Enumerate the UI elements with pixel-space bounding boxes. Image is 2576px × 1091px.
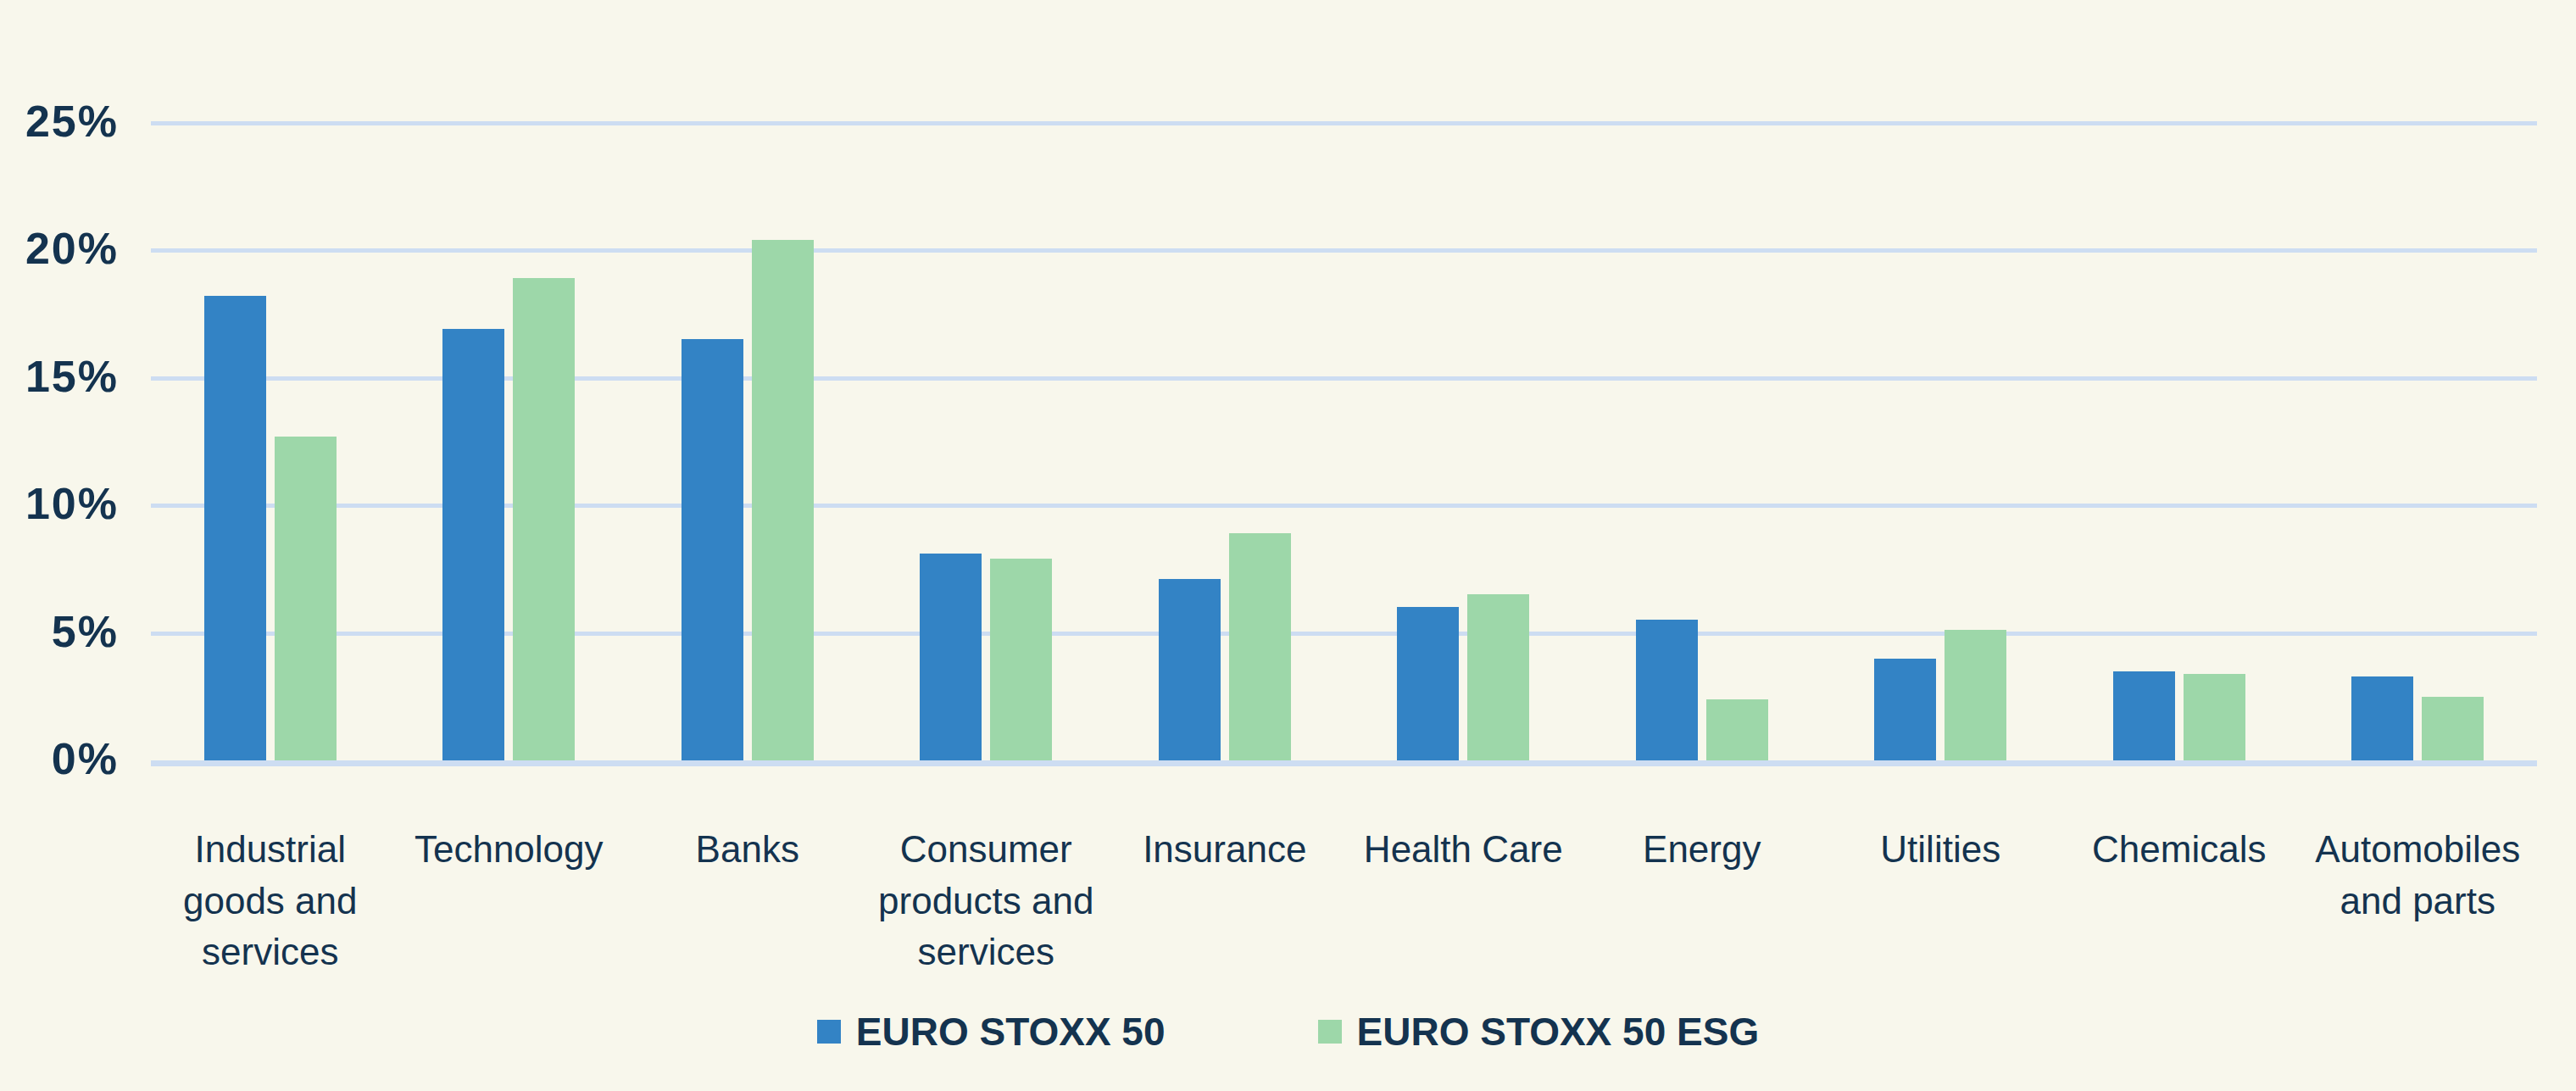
bar-euro-stoxx-50-esg: [2184, 674, 2245, 760]
bar-euro-stoxx-50: [1159, 579, 1221, 760]
chart-legend: EURO STOXX 50 EURO STOXX 50 ESG: [0, 1009, 2576, 1055]
category-label: Chemicals: [2051, 824, 2307, 876]
bar-euro-stoxx-50: [2113, 671, 2175, 760]
bar-euro-stoxx-50: [920, 554, 982, 760]
category-label: Energy: [1574, 824, 1830, 876]
bar-euro-stoxx-50-esg: [1467, 594, 1529, 760]
legend-label: EURO STOXX 50: [856, 1009, 1166, 1055]
bar-euro-stoxx-50-esg: [2422, 697, 2484, 760]
legend-label: EURO STOXX 50 ESG: [1357, 1009, 1760, 1055]
category-label: Industrial goods and services: [142, 824, 398, 978]
category-label: Health Care: [1336, 824, 1592, 876]
category-label: Utilities: [1813, 824, 2069, 876]
category-label: Banks: [620, 824, 876, 876]
legend-item-euro-stoxx-50: EURO STOXX 50: [817, 1009, 1166, 1055]
legend-swatch-green: [1318, 1020, 1342, 1044]
bar-euro-stoxx-50: [1874, 659, 1936, 760]
bar-euro-stoxx-50: [204, 296, 266, 760]
legend-item-euro-stoxx-50-esg: EURO STOXX 50 ESG: [1318, 1009, 1760, 1055]
category-label: Technology: [381, 824, 637, 876]
y-tick-label: 15%: [0, 351, 119, 402]
bar-euro-stoxx-50-esg: [1229, 533, 1291, 760]
grouped-bar-chart: 0% 5% 10% 15% 20% 25% Industrial goods and se…: [0, 0, 2576, 1091]
bar-euro-stoxx-50-esg: [513, 278, 575, 760]
gridline: [151, 632, 2537, 636]
bar-euro-stoxx-50: [682, 339, 743, 760]
bar-euro-stoxx-50-esg: [1706, 699, 1768, 760]
y-tick-label: 10%: [0, 478, 119, 529]
y-tick-label: 5%: [0, 606, 119, 657]
y-tick-label: 25%: [0, 96, 119, 147]
bar-euro-stoxx-50-esg: [990, 559, 1052, 760]
x-axis-baseline: [151, 760, 2537, 766]
bar-euro-stoxx-50-esg: [275, 437, 337, 760]
bar-euro-stoxx-50-esg: [752, 240, 814, 760]
bar-euro-stoxx-50-esg: [1945, 630, 2006, 760]
category-label: Consumer products and services: [859, 824, 1115, 978]
gridline: [151, 121, 2537, 125]
gridline: [151, 248, 2537, 253]
gridline: [151, 376, 2537, 381]
category-label: Automobiles and parts: [2290, 824, 2546, 927]
bar-euro-stoxx-50: [1636, 620, 1698, 760]
legend-swatch-blue: [817, 1020, 841, 1044]
y-tick-label: 20%: [0, 223, 119, 274]
gridline: [151, 504, 2537, 508]
bar-euro-stoxx-50: [1397, 607, 1459, 760]
bar-euro-stoxx-50: [2351, 676, 2413, 760]
y-tick-label: 0%: [0, 733, 119, 784]
category-label: Insurance: [1097, 824, 1353, 876]
bar-euro-stoxx-50: [442, 329, 504, 760]
